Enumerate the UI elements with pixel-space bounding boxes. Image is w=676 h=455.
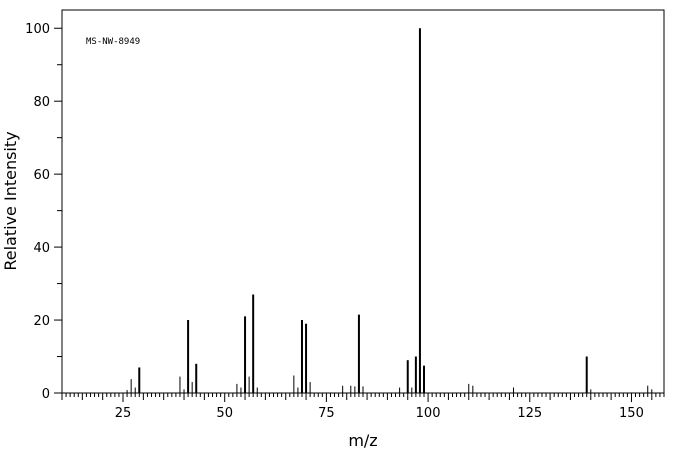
y-tick-label: 20 — [33, 314, 50, 329]
y-tick-label: 0 — [42, 387, 50, 402]
x-tick-label: 150 — [619, 406, 644, 421]
y-tick-label: 60 — [33, 168, 50, 183]
x-tick-label: 25 — [115, 406, 132, 421]
axis-ticks — [54, 27, 665, 402]
tick-labels: 25 50 75 100 125 150 0 20 40 60 80 100 — [25, 22, 644, 421]
x-tick-label: 125 — [517, 406, 542, 421]
plot-frame — [61, 9, 665, 394]
y-tick-label: 40 — [33, 241, 50, 256]
x-tick-label: 75 — [318, 406, 335, 421]
chart-annotation: MS-NW-8949 — [86, 37, 140, 47]
y-tick-label: 80 — [33, 95, 50, 110]
x-tick-label: 100 — [416, 406, 441, 421]
y-axis-label: Relative Intensity — [1, 131, 20, 270]
y-tick-label: 100 — [25, 22, 50, 37]
peaks — [126, 28, 653, 393]
x-tick-label: 50 — [216, 406, 233, 421]
x-axis-label: m/z — [348, 431, 377, 450]
